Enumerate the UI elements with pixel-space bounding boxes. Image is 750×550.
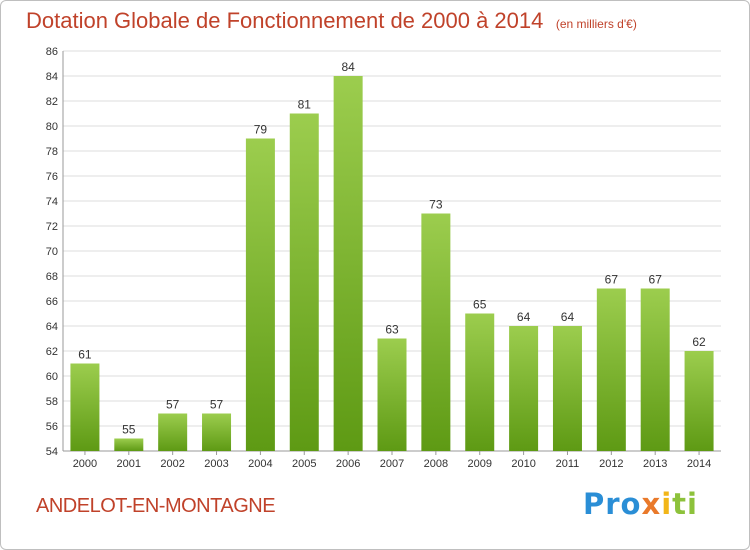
logo-part-4: ti <box>672 487 698 521</box>
y-tick-label: 70 <box>46 246 58 258</box>
data-label-2007: 63 <box>385 323 399 337</box>
proxiti-logo[interactable]: Proxiti <box>583 487 698 521</box>
data-label-2008: 73 <box>429 198 443 212</box>
y-tick-label: 72 <box>46 221 58 233</box>
x-tick-label-2005: 2005 <box>292 458 316 470</box>
data-label-2014: 62 <box>692 335 706 349</box>
bar-2004 <box>245 138 275 451</box>
x-tick-label-2008: 2008 <box>424 458 448 470</box>
x-tick-labels: 2000 2001 2002 2003 2004 2005 2006 2007 2008 2009… <box>73 458 712 470</box>
y-tick-label: 66 <box>46 296 58 308</box>
x-tick-label-2014: 2014 <box>687 458 711 470</box>
y-tick-label: 60 <box>46 371 58 383</box>
data-label-2013: 67 <box>649 273 663 287</box>
data-label-2004: 79 <box>254 123 268 137</box>
y-tick-label: 76 <box>46 171 58 183</box>
data-label-2000: 61 <box>78 348 92 362</box>
x-tick-label-2010: 2010 <box>511 458 535 470</box>
y-tick-label: 84 <box>46 71 58 83</box>
y-tick-label: 56 <box>46 421 58 433</box>
logo-part-2: x <box>641 487 662 521</box>
data-label-2010: 64 <box>517 310 531 324</box>
y-tick-label: 80 <box>46 121 58 133</box>
bar-2013 <box>640 288 670 451</box>
data-label-2011: 64 <box>561 310 575 324</box>
bar-2000 <box>70 363 100 451</box>
bar-2009 <box>465 313 495 451</box>
x-tick-label-2007: 2007 <box>380 458 404 470</box>
y-tick-label: 74 <box>46 196 58 208</box>
chart-unit: (en milliers d'€) <box>555 17 637 31</box>
x-tick-label-2001: 2001 <box>117 458 141 470</box>
data-labels: 61 55 57 57 79 81 84 63 73 65 64 64 67 67 62 <box>78 60 706 437</box>
x-tick-label-2006: 2006 <box>336 458 360 470</box>
data-label-2012: 67 <box>605 273 619 287</box>
bars <box>70 76 714 451</box>
x-tick-label-2002: 2002 <box>160 458 184 470</box>
x-tick-label-2000: 2000 <box>73 458 97 470</box>
y-tick-label: 62 <box>46 346 58 358</box>
bar-2007 <box>377 338 407 451</box>
data-label-2009: 65 <box>473 298 487 312</box>
data-label-2003: 57 <box>210 398 224 412</box>
y-tick-label: 64 <box>46 321 58 333</box>
x-tick-label-2013: 2013 <box>643 458 667 470</box>
data-label-2001: 55 <box>122 423 136 437</box>
bar-2012 <box>596 288 626 451</box>
x-tick-label-2012: 2012 <box>599 458 623 470</box>
bar-2008 <box>421 213 451 451</box>
bar-2010 <box>509 326 539 451</box>
y-tick-label: 86 <box>46 46 58 58</box>
chart-title: Dotation Globale de Fonctionnement de 20… <box>26 8 544 33</box>
data-label-2006: 84 <box>341 60 355 74</box>
x-tick-label-2004: 2004 <box>248 458 272 470</box>
x-tick-label-2009: 2009 <box>467 458 491 470</box>
bar-2005 <box>289 113 319 451</box>
bar-2003 <box>202 413 232 451</box>
y-tick-labels: 54 56 58 60 62 64 66 68 70 72 74 76 78 80 82 84 86 <box>46 46 58 458</box>
logo-part-3: i <box>661 487 673 521</box>
bar-2011 <box>552 326 582 451</box>
bar-2002 <box>158 413 188 451</box>
y-tick-label: 68 <box>46 271 58 283</box>
bar-2006 <box>333 76 363 451</box>
bar-2014 <box>684 351 714 451</box>
data-label-2005: 81 <box>298 98 312 112</box>
y-tick-label: 58 <box>46 396 58 408</box>
y-tick-label: 82 <box>46 96 58 108</box>
y-tick-label: 54 <box>46 446 58 458</box>
y-tick-label: 78 <box>46 146 58 158</box>
x-tick-label-2011: 2011 <box>556 458 580 470</box>
commune-name: ANDELOT-EN-MONTAGNE <box>36 495 276 517</box>
data-label-2002: 57 <box>166 398 180 412</box>
x-tick-label-2003: 2003 <box>204 458 228 470</box>
bar-2001 <box>114 438 144 451</box>
logo-part-1: Pro <box>583 487 642 521</box>
title-row: Dotation Globale de Fonctionnement de 20… <box>26 8 637 34</box>
